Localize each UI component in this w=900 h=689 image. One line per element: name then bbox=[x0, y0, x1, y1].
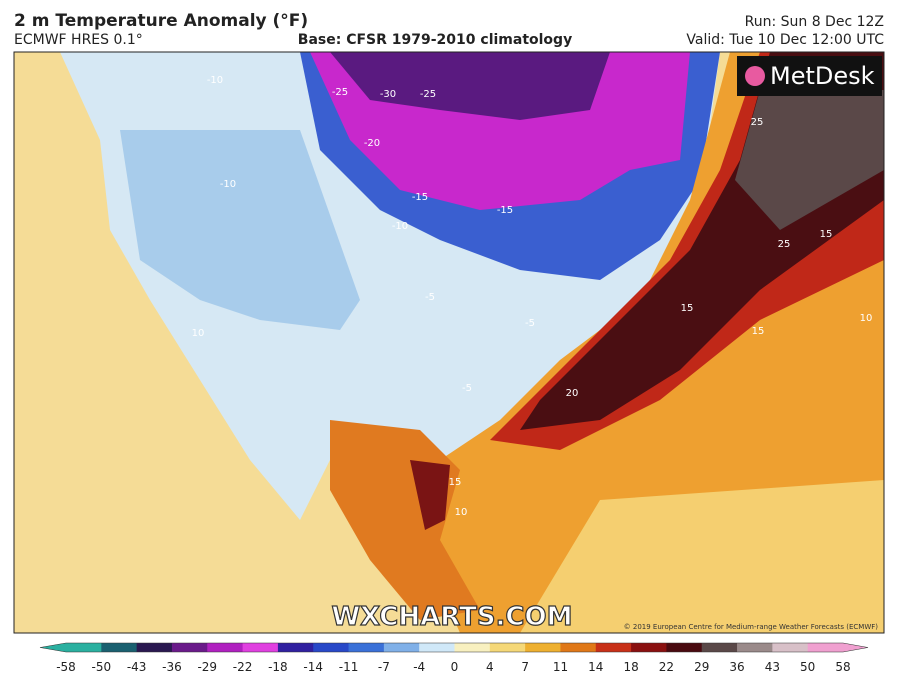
colorbar-tick-label: 36 bbox=[729, 660, 744, 674]
colorbar-end bbox=[843, 643, 868, 652]
contour-label: 25 bbox=[778, 239, 791, 250]
contour-label: -5 bbox=[425, 292, 435, 303]
mexico-hot bbox=[410, 460, 450, 530]
contour-label: -25 bbox=[420, 89, 436, 100]
colorbar-segment bbox=[560, 643, 597, 652]
grey-area bbox=[735, 90, 884, 230]
colorbar-segment bbox=[666, 643, 703, 652]
contour-label: 10 bbox=[455, 507, 468, 518]
logo: MetDesk bbox=[770, 62, 875, 90]
contour-label: -5 bbox=[462, 383, 472, 394]
colorbar-segment bbox=[101, 643, 138, 652]
contour-label: -25 bbox=[332, 87, 348, 98]
colorbar-tick-label: 58 bbox=[835, 660, 850, 674]
contour-label: -10 bbox=[207, 75, 223, 86]
colorbar-tick-label: 50 bbox=[800, 660, 815, 674]
watermark: WXCHARTS.COM bbox=[331, 602, 572, 632]
colorbar-tick-label: -11 bbox=[339, 660, 359, 674]
colorbar-end bbox=[40, 643, 66, 652]
colorbar-tick-label: 4 bbox=[486, 660, 494, 674]
colorbar-segment bbox=[419, 643, 455, 652]
colorbar-tick-label: 14 bbox=[588, 660, 603, 674]
colorbar-tick-label: 43 bbox=[765, 660, 780, 674]
colorbar-tick-label: -4 bbox=[413, 660, 425, 674]
colorbar-segment bbox=[595, 643, 632, 652]
colorbar-tick-label: 22 bbox=[659, 660, 674, 674]
contour-label: -30 bbox=[380, 89, 396, 100]
colorbar-segment bbox=[66, 643, 102, 652]
colorbar-tick-label: -7 bbox=[378, 660, 390, 674]
colorbar-tick-label: 0 bbox=[451, 660, 459, 674]
colorbar: -58 -50 -43 -36 -29 -22 -18 -14 -11 -7 -4 0 4 7 11 14 18… bbox=[39, 642, 869, 674]
colorbar-segment bbox=[171, 643, 208, 652]
colorbar-tick-label: 29 bbox=[694, 660, 709, 674]
colorbar-segment bbox=[737, 643, 773, 652]
contour-label: -10 bbox=[220, 179, 236, 190]
warm-south bbox=[520, 480, 884, 633]
title: 2 m Temperature Anomaly (°F) bbox=[14, 11, 308, 31]
valid: Valid: Tue 10 Dec 12:00 UTC bbox=[686, 32, 884, 48]
contour-label: -20 bbox=[364, 138, 380, 149]
map: MetDesk -25 -30 -25 -20 -15 -15 -10 -10 … bbox=[13, 51, 885, 634]
colorbar-segment bbox=[277, 643, 314, 652]
colorbar-tick-label: 18 bbox=[623, 660, 638, 674]
contour-label: 15 bbox=[449, 477, 462, 488]
contour-label: 15 bbox=[681, 303, 694, 314]
colorbar-segment bbox=[807, 643, 844, 652]
colorbar-tick-label: 7 bbox=[521, 660, 529, 674]
logo-icon bbox=[745, 66, 765, 86]
contour-label: -15 bbox=[497, 205, 513, 216]
contour-label: 25 bbox=[751, 117, 764, 128]
colorbar-outline bbox=[39, 642, 869, 653]
map-frame bbox=[13, 51, 885, 634]
colorbar-tick-label: -22 bbox=[233, 660, 253, 674]
contour-label: 15 bbox=[820, 229, 833, 240]
colorbar-segment bbox=[383, 643, 420, 652]
colorbar-segment bbox=[701, 643, 738, 652]
colorbar-tick-label: -18 bbox=[268, 660, 288, 674]
deep-purple bbox=[330, 52, 610, 120]
colorbar-tick-label: -36 bbox=[162, 660, 182, 674]
contour-label: 20 bbox=[566, 388, 579, 399]
colorbar-tick-label: -58 bbox=[56, 660, 76, 674]
colorbar-tick-label: -29 bbox=[197, 660, 217, 674]
contour-label: -15 bbox=[412, 192, 428, 203]
base: Base: CFSR 1979-2010 climatology bbox=[298, 32, 572, 48]
colorbar-segment bbox=[489, 643, 526, 652]
run: Run: Sun 8 Dec 12Z bbox=[745, 14, 884, 30]
copyright: © 2019 European Centre for Medium-range … bbox=[624, 623, 879, 631]
colorbar-segment bbox=[772, 643, 809, 652]
colorbar-segment bbox=[631, 643, 667, 652]
contour-label: 10 bbox=[192, 328, 205, 339]
colorbar-segment bbox=[348, 643, 385, 652]
colorbar-segment bbox=[454, 643, 491, 652]
colorbar-tick-label: -43 bbox=[127, 660, 147, 674]
colorbar-segment bbox=[207, 643, 244, 652]
blue-west bbox=[120, 130, 360, 330]
colorbar-segment bbox=[525, 643, 561, 652]
contour-label: 15 bbox=[752, 326, 765, 337]
contour-label: 10 bbox=[860, 313, 873, 324]
contour-label: -10 bbox=[392, 221, 408, 232]
colorbar-tick-label: -14 bbox=[303, 660, 323, 674]
colorbar-segment bbox=[313, 643, 350, 652]
colorbar-segment bbox=[136, 643, 173, 652]
colorbar-tick-label: 11 bbox=[553, 660, 568, 674]
contour-label: -5 bbox=[525, 318, 535, 329]
model: ECMWF HRES 0.1° bbox=[14, 32, 143, 48]
colorbar-tick-label: -50 bbox=[92, 660, 112, 674]
colorbar-segment bbox=[242, 643, 279, 652]
